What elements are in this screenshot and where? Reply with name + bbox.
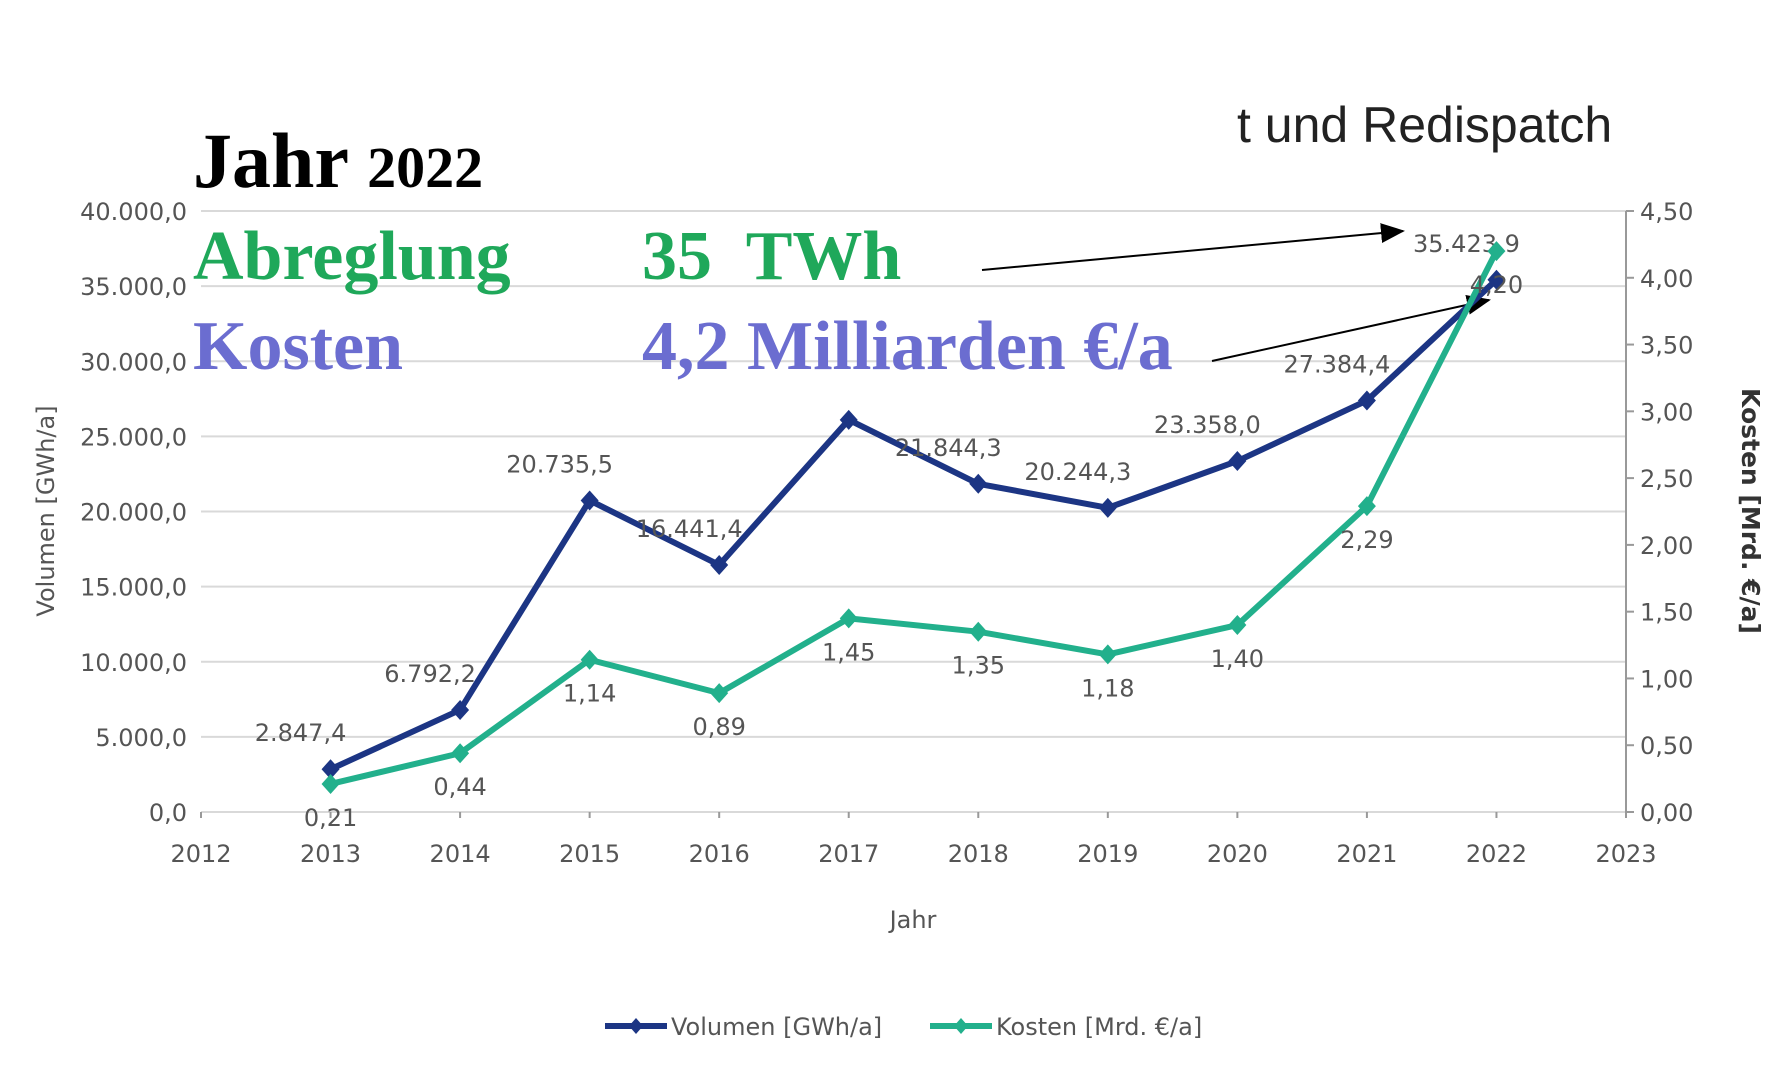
y-tick-label: 0,0: [149, 799, 187, 827]
legend-label: Kosten [Mrd. €/a]: [996, 1013, 1202, 1041]
data-label: 0,21: [304, 804, 357, 832]
point: [321, 759, 340, 780]
data-label: 20.735,5: [506, 450, 613, 478]
y-tick-label: 25.000,0: [80, 423, 187, 451]
y2-axis-title: Kosten [Mrd. €/a]: [1736, 388, 1765, 634]
x-tick-label: 2016: [689, 840, 750, 868]
x-tick-label: 2015: [559, 840, 620, 868]
y2-tick-label: 3,50: [1640, 332, 1693, 360]
data-label: 6.792,2: [384, 660, 476, 688]
point: [1357, 390, 1376, 411]
y-tick-label: 15.000,0: [80, 574, 187, 602]
y-tick-label: 10.000,0: [80, 649, 187, 677]
point: [839, 608, 858, 629]
y2-tick-label: 0,00: [1640, 799, 1693, 827]
data-label: 20.244,3: [1024, 458, 1131, 486]
legend-label: Volumen [GWh/a]: [671, 1013, 882, 1041]
data-label: 1,45: [822, 638, 875, 666]
data-label: 1,18: [1081, 674, 1134, 702]
x-tick-label: 2023: [1595, 840, 1656, 868]
data-label: 4,20: [1470, 271, 1523, 299]
y2-tick-label: 2,00: [1640, 532, 1693, 560]
annotation: 4,2 Milliarden €/a: [642, 308, 1173, 385]
x-tick-label: 2012: [170, 840, 231, 868]
point: [1098, 644, 1117, 665]
point: [1228, 615, 1247, 636]
point: [839, 409, 858, 430]
data-label: 2,29: [1340, 526, 1393, 554]
data-label: 16.441,4: [636, 515, 743, 543]
point: [1357, 496, 1376, 517]
x-tick-label: 2013: [300, 840, 361, 868]
y2-tick-label: 2,50: [1640, 465, 1693, 493]
series-line: [329, 249, 1500, 787]
point: [451, 699, 470, 720]
annotation: 35 TWh: [642, 218, 901, 295]
x-tick-label: 2018: [948, 840, 1009, 868]
data-label: 1,35: [952, 652, 1005, 680]
legend-swatch: [954, 1018, 968, 1034]
data-label: 0,89: [692, 713, 745, 741]
arrow: [981, 223, 1405, 271]
point: [580, 649, 599, 670]
annotation: Jahr 2022: [193, 117, 483, 204]
annotation: 2022: [367, 135, 483, 200]
point: [710, 683, 729, 704]
x-tick-label: 2019: [1077, 840, 1138, 868]
y-tick-label: 5.000,0: [95, 724, 187, 752]
annotation: Abreglung: [193, 218, 511, 295]
point: [1098, 497, 1117, 518]
y2-tick-label: 3,00: [1640, 398, 1693, 426]
y-tick-label: 20.000,0: [80, 499, 187, 527]
point: [321, 773, 340, 794]
point: [1228, 451, 1247, 472]
y2-tick-label: 1,50: [1640, 599, 1693, 627]
chart-title: t und Redispatch: [1237, 97, 1612, 153]
data-label: 0,44: [433, 773, 486, 801]
series-line: [329, 277, 1499, 772]
y2-tick-label: 4,00: [1640, 265, 1693, 293]
annotation: Kosten: [193, 308, 403, 385]
point: [969, 473, 988, 494]
x-tick-label: 2020: [1207, 840, 1268, 868]
y-tick-label: 30.000,0: [80, 348, 187, 376]
x-axis-title: Jahr: [888, 906, 937, 934]
data-label: 35.423,9: [1413, 230, 1520, 258]
arrow: [1211, 294, 1491, 362]
data-label: 27.384,4: [1283, 351, 1390, 379]
point: [969, 621, 988, 642]
point: [580, 490, 599, 511]
x-tick-label: 2017: [818, 840, 879, 868]
y-axis-title: Volumen [GWh/a]: [32, 405, 60, 616]
x-tick-label: 2022: [1466, 840, 1527, 868]
y-tick-label: 40.000,0: [80, 198, 187, 226]
x-tick-label: 2021: [1336, 840, 1397, 868]
annotation: Jahr: [193, 117, 348, 204]
y2-tick-label: 0,50: [1640, 732, 1693, 760]
x-tick-label: 2014: [430, 840, 491, 868]
data-label: 2.847,4: [255, 719, 347, 747]
legend-swatch: [629, 1018, 643, 1034]
point: [451, 743, 470, 764]
data-label: 1,40: [1211, 645, 1264, 673]
y2-tick-label: 4,50: [1640, 198, 1693, 226]
point: [710, 554, 729, 575]
data-label: 23.358,0: [1154, 411, 1261, 439]
point: [1487, 269, 1506, 290]
point: [1487, 241, 1506, 262]
y2-tick-label: 1,00: [1640, 665, 1693, 693]
data-label: 1,14: [563, 680, 616, 708]
data-label: 21.844,3: [895, 434, 1002, 462]
y-tick-label: 35.000,0: [80, 273, 187, 301]
